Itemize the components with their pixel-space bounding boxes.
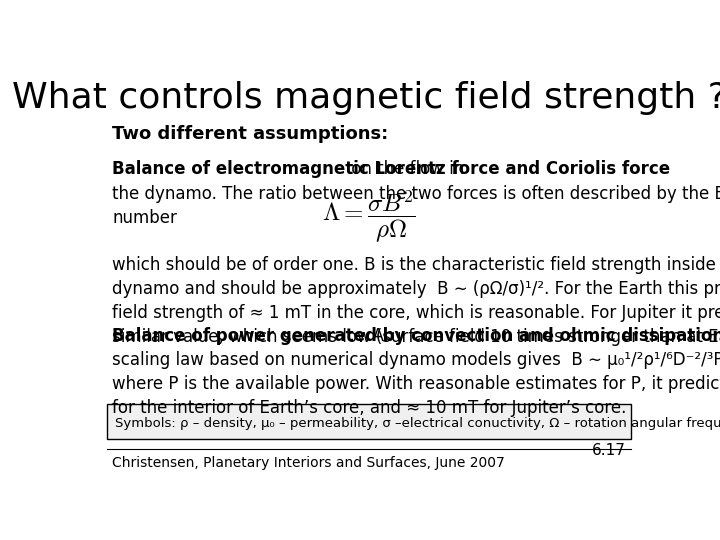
Text: dynamo and should be approximately  B ∼ (ρΩ/σ)¹/². For the Earth this predicts a: dynamo and should be approximately B ∼ (… — [112, 280, 720, 298]
Text: $\Lambda = \dfrac{\sigma B^2}{\rho \Omega}$: $\Lambda = \dfrac{\sigma B^2}{\rho \Omeg… — [322, 188, 416, 245]
Text: for the interior of Earth’s core, and ≈ 10 mT for Jupiter’s core.: for the interior of Earth’s core, and ≈ … — [112, 399, 626, 417]
Text: the dynamo. The ratio between the two forces is often described by the Elsasser: the dynamo. The ratio between the two fo… — [112, 185, 720, 202]
Text: What controls magnetic field strength ?: What controls magnetic field strength ? — [12, 82, 720, 116]
Text: Symbols: ρ – density, μ₀ – permeability, σ –electrical conuctivity, Ω – rotation: Symbols: ρ – density, μ₀ – permeability,… — [115, 417, 720, 430]
Text: similar value, which seems low (surface field 10 times stronger than at Earth).: similar value, which seems low (surface … — [112, 328, 720, 347]
Text: Christensen, Planetary Interiors and Surfaces, June 2007: Christensen, Planetary Interiors and Sur… — [112, 456, 505, 470]
Text: number: number — [112, 208, 177, 227]
Text: Balance of electromagnetic Lorentz force and Coriolis force: Balance of electromagnetic Lorentz force… — [112, 160, 670, 178]
FancyBboxPatch shape — [107, 404, 631, 439]
Text: Balance of power generated by convection and ohmic dissipation.: Balance of power generated by convection… — [112, 327, 720, 345]
Text: on the flow in: on the flow in — [346, 160, 464, 178]
Text: Two different assumptions:: Two different assumptions: — [112, 125, 389, 143]
Text: where P is the available power. With reasonable estimates for P, it predicts 1 m: where P is the available power. With rea… — [112, 375, 720, 393]
Text: which should be of order one. B is the characteristic field strength inside the: which should be of order one. B is the c… — [112, 256, 720, 274]
Text: scaling law based on numerical dynamo models gives  B ∼ μ₀¹/²ρ¹/⁶D⁻²/³P¹/³,: scaling law based on numerical dynamo mo… — [112, 351, 720, 369]
Text: field strength of ≈ 1 mT in the core, which is reasonable. For Jupiter it predic: field strength of ≈ 1 mT in the core, wh… — [112, 305, 720, 322]
Text: A: A — [362, 327, 384, 345]
Text: 6.17: 6.17 — [592, 443, 626, 458]
